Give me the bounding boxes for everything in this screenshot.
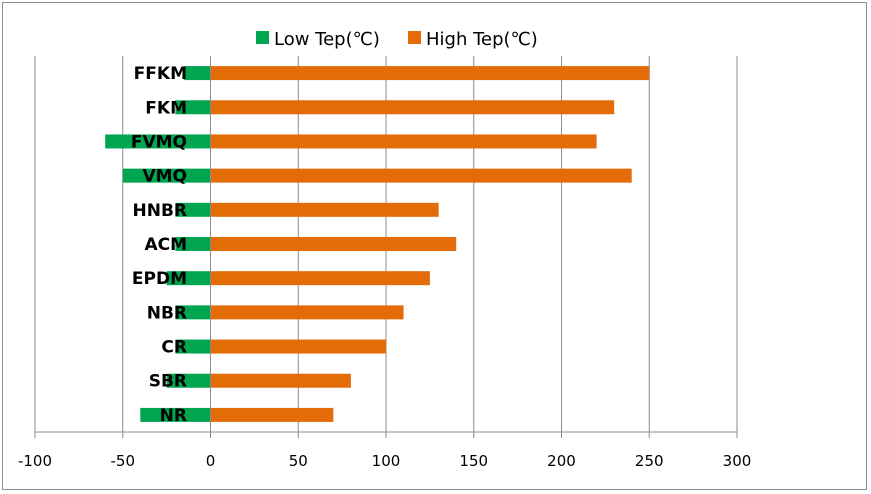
category-label: NR [160,406,187,426]
bar-high-nbr [210,305,404,320]
bar-low-cr [175,339,211,354]
bar-low-epdm [166,271,211,286]
bar-high-hnbr [210,202,439,217]
bar-low-vmq [122,168,211,183]
category-label: FVMQ [131,132,187,152]
legend: Low Tep(℃) High Tep(℃) [256,29,538,50]
bar-high-acm [210,237,457,251]
x-tick-label: 100 [372,452,401,470]
x-tick-label: 0 [206,452,216,470]
x-tick-label: -50 [111,452,136,470]
bar-low-sbr [166,373,211,388]
category-label: VMQ [142,167,187,187]
bar-low-acm [175,237,211,251]
bar-low-fvmq [105,134,211,149]
category-label: CR [161,338,187,358]
category-label: ACM [144,235,187,255]
bar-low-ffkm [184,66,211,81]
category-labels: FFKM FKM FVMQ VMQ HNBR ACM EPDM NBR CR SBR NR [131,64,187,426]
category-label: FKM [145,98,187,118]
legend-swatch-low [256,31,269,44]
legend-swatch-high [408,31,421,44]
category-label: SBR [149,372,187,392]
x-tick-label: 250 [635,452,664,470]
x-axis: -100 -50 0 50 100 150 200 250 300 [18,56,751,470]
x-tick-label: -100 [18,452,52,470]
bar-high-fkm [210,100,615,115]
x-tick-label: 200 [547,452,576,470]
bar-low-nbr [175,305,211,320]
bar-high-ffkm [210,66,650,81]
bar-high-vmq [210,168,632,183]
x-tick-label: 300 [723,452,752,470]
bars [105,66,650,422]
bar-high-fvmq [210,134,597,149]
legend-label-high: High Tep(℃) [426,29,538,50]
bar-high-epdm [210,271,430,286]
bar-low-fkm [175,100,211,115]
category-label: FFKM [134,64,187,84]
category-label: HNBR [132,201,187,221]
bar-high-sbr [210,373,351,388]
category-label: NBR [147,303,187,323]
bar-high-cr [210,339,386,354]
bar-high-nr [210,407,334,422]
x-tick-label: 50 [289,452,308,470]
gridlines [34,56,738,432]
x-tick-label: 150 [459,452,488,470]
category-label: EPDM [132,269,187,289]
bar-low-nr [140,407,211,422]
bar-low-hnbr [175,202,211,217]
legend-label-low: Low Tep(℃) [274,29,380,50]
